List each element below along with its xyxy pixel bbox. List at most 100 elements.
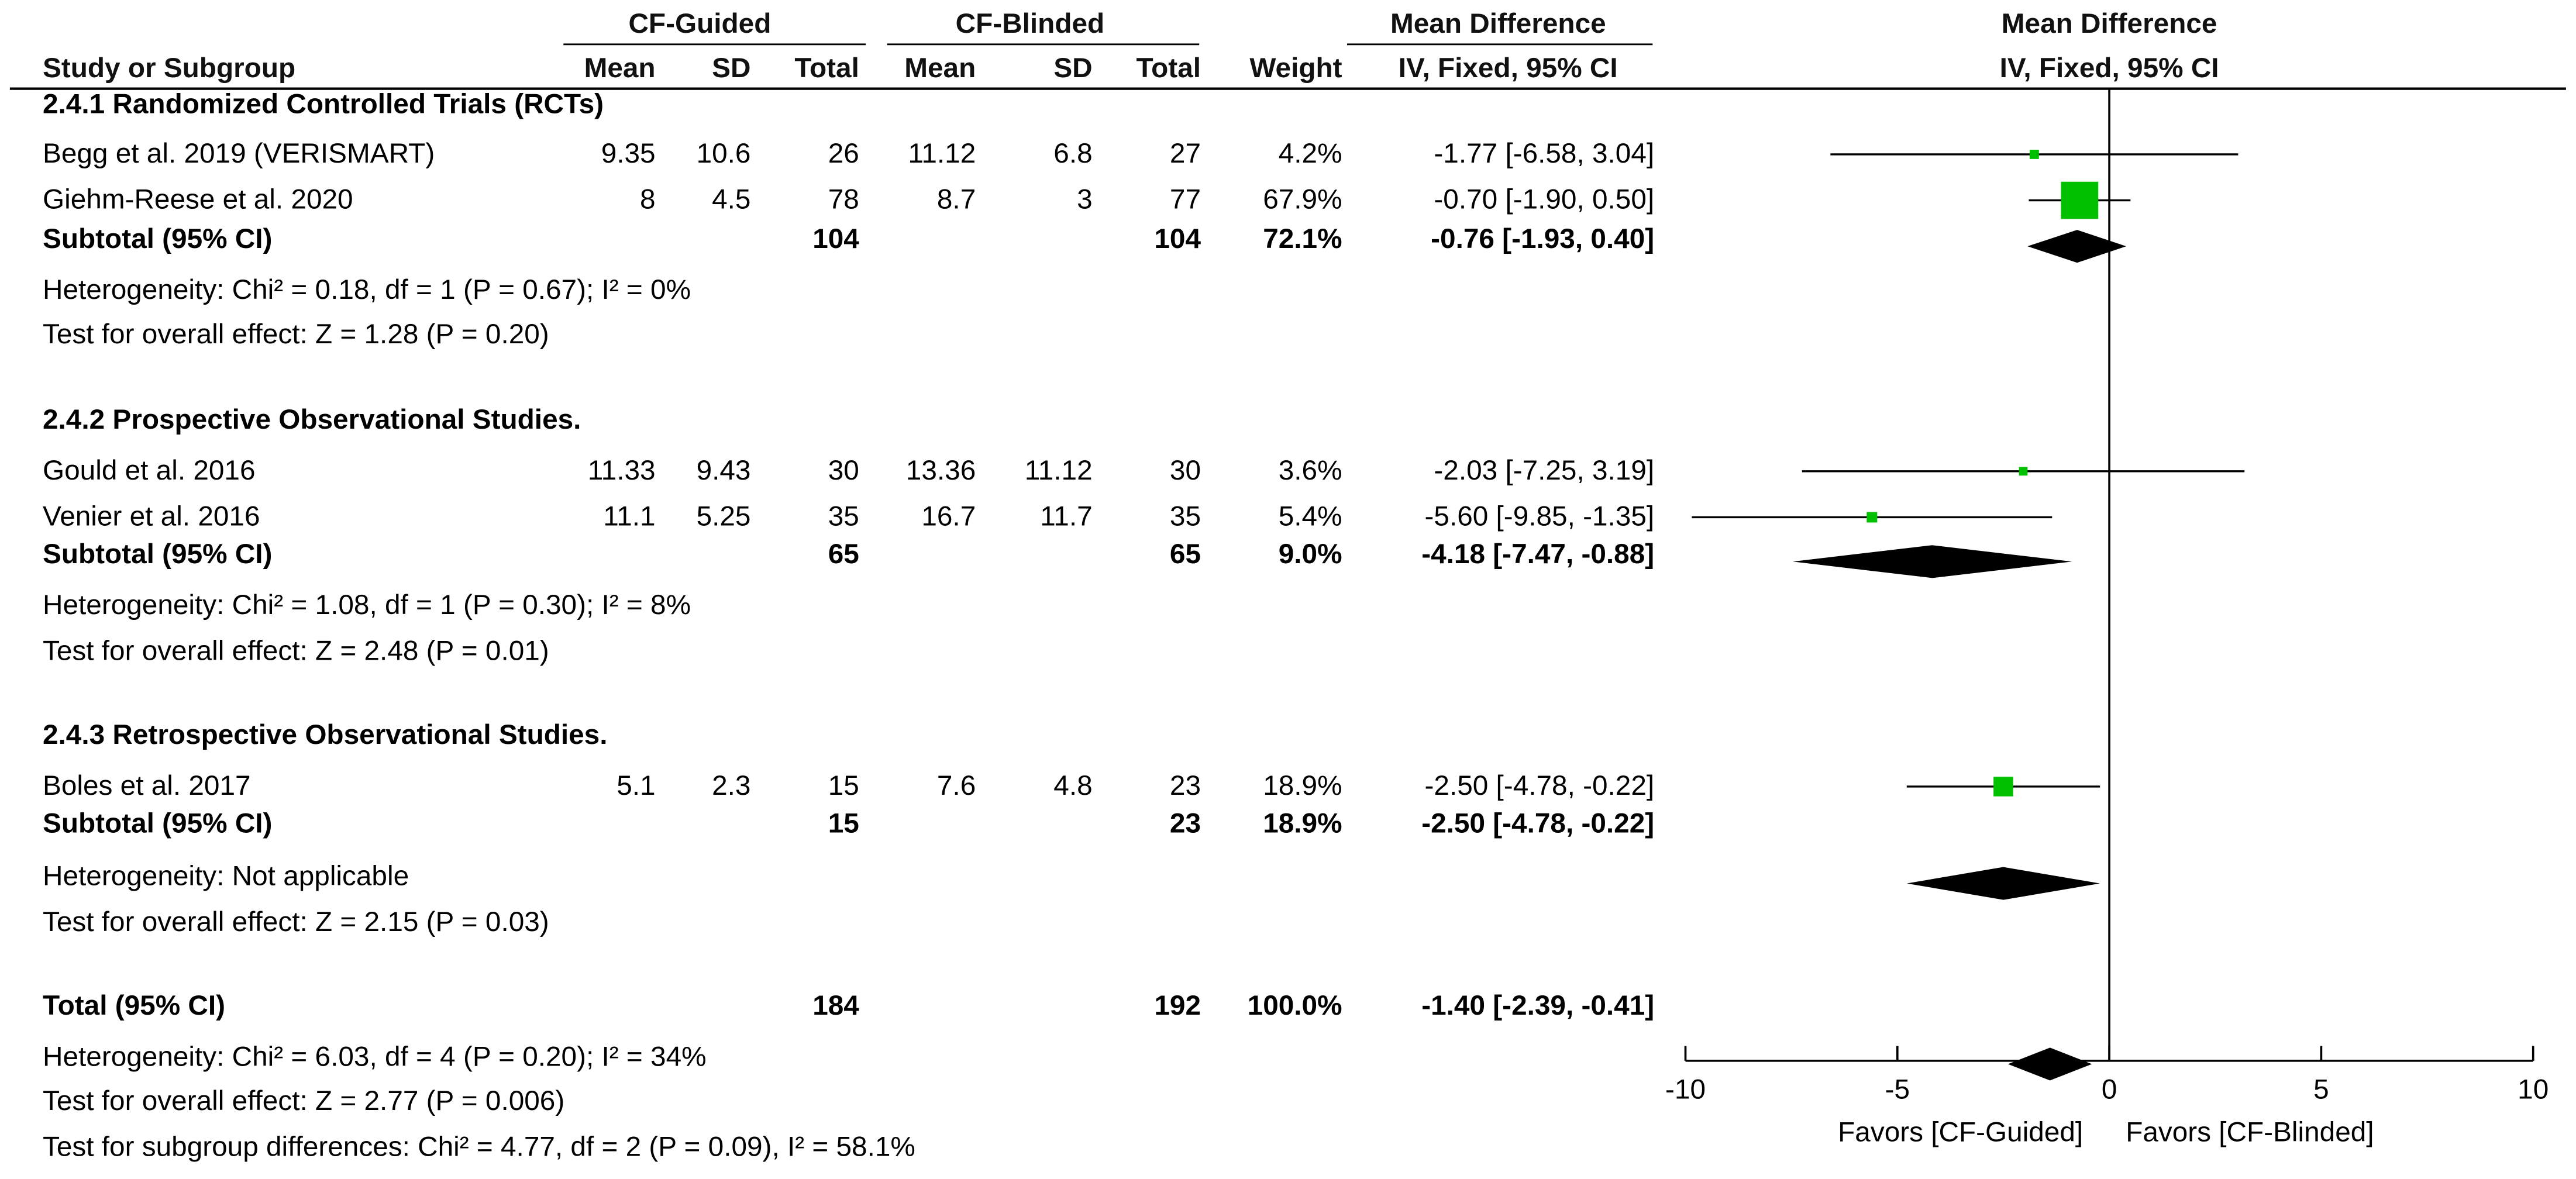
study-point (1866, 512, 1878, 523)
cell-sd-2: 3 (1077, 184, 1093, 215)
data-table: 2.4.1 Randomized Controlled Trials (RCTs… (43, 89, 1654, 1163)
cell-weight: 9.0% (1279, 539, 1342, 570)
cell-sd-2: 6.8 (1053, 138, 1092, 169)
cell-total-2: 77 (1170, 184, 1201, 215)
cell-total-1: 104 (812, 223, 859, 254)
g2-mean-header: Mean (904, 53, 976, 84)
cell-total-2: 30 (1170, 455, 1201, 486)
row-label: Test for subgroup differences: Chi² = 4.… (43, 1132, 915, 1163)
cell-weight: 18.9% (1263, 770, 1342, 801)
cell-md-ci: -4.18 [-7.47, -0.88] (1421, 539, 1654, 570)
g2-total-header: Total (1137, 53, 1201, 84)
g2-sd-header: SD (1053, 53, 1092, 84)
row-label: 2.4.2 Prospective Observational Studies. (43, 404, 581, 435)
x-tick-label: 10 (2518, 1074, 2549, 1105)
cell-total-2: 65 (1170, 539, 1201, 570)
row-label: Heterogeneity: Not applicable (43, 860, 409, 891)
row-label: Subtotal (95% CI) (43, 808, 272, 839)
row-label: Boles et al. 2017 (43, 770, 251, 801)
cell-weight: 100.0% (1248, 990, 1342, 1021)
cell-weight: 72.1% (1263, 223, 1342, 254)
cell-md-ci: -2.50 [-4.78, -0.22] (1421, 808, 1654, 839)
cell-sd-1: 10.6 (697, 138, 751, 169)
study-column-header: Study or Subgroup (43, 53, 295, 84)
summary-diamond (1792, 545, 2072, 578)
cell-total-2: 27 (1170, 138, 1201, 169)
cell-total-1: 65 (828, 539, 859, 570)
cell-total-2: 23 (1170, 808, 1201, 839)
cell-total-2: 104 (1154, 223, 1201, 254)
row-label: Begg et al. 2019 (VERISMART) (43, 138, 435, 169)
summary-diamond (1906, 867, 2100, 900)
cell-mean-1: 5.1 (617, 770, 655, 801)
cell-mean-1: 11.1 (603, 501, 655, 532)
cell-total-1: 15 (828, 770, 859, 801)
row-label: Test for overall effect: Z = 2.77 (P = 0… (43, 1085, 564, 1116)
cell-mean-1: 9.35 (601, 138, 656, 169)
cell-sd-2: 4.8 (1053, 770, 1092, 801)
row-label: Giehm-Reese et al. 2020 (43, 184, 353, 215)
favors-left-label: Favors [CF-Guided] (1838, 1116, 2083, 1147)
cell-sd-2: 11.7 (1040, 501, 1092, 532)
row-label: Heterogeneity: Chi² = 1.08, df = 1 (P = … (43, 590, 691, 620)
study-point (2061, 181, 2099, 219)
study-point (1993, 777, 2013, 797)
summary-diamond (2027, 230, 2127, 263)
row-label: Total (95% CI) (43, 990, 225, 1021)
cell-weight: 18.9% (1263, 808, 1342, 839)
group2-header: CF-Blinded (956, 8, 1105, 39)
cell-md-ci: -0.76 [-1.93, 0.40] (1431, 223, 1654, 254)
cell-total-1: 184 (812, 990, 859, 1021)
cell-sd-2: 11.12 (1025, 455, 1093, 486)
study-point (2029, 150, 2039, 159)
row-label: Gould et al. 2016 (43, 455, 256, 486)
cell-mean-1: 11.33 (588, 455, 656, 486)
cell-weight: 67.9% (1263, 184, 1342, 215)
cell-total-1: 35 (828, 501, 859, 532)
summary-diamond (2007, 1047, 2092, 1081)
cell-sd-1: 2.3 (712, 770, 750, 801)
group1-header: CF-Guided (628, 8, 771, 39)
cell-mean-2: 8.7 (937, 184, 976, 215)
md-method-header: IV, Fixed, 95% CI (1399, 53, 1618, 84)
cell-md-ci: -1.40 [-2.39, -0.41] (1421, 990, 1654, 1021)
cell-md-ci: -2.03 [-7.25, 3.19] (1434, 455, 1654, 486)
cell-total-1: 78 (828, 184, 859, 215)
cell-sd-1: 5.25 (697, 501, 751, 532)
x-tick-label: 5 (2313, 1074, 2329, 1105)
row-label: Test for overall effect: Z = 2.15 (P = 0… (43, 906, 549, 937)
cell-md-ci: -5.60 [-9.85, -1.35] (1425, 501, 1655, 532)
cell-sd-1: 4.5 (712, 184, 750, 215)
row-label: Subtotal (95% CI) (43, 539, 272, 570)
g1-mean-header: Mean (584, 53, 656, 84)
x-tick-label: 0 (2102, 1074, 2117, 1105)
cell-sd-1: 9.43 (697, 455, 751, 486)
cell-weight: 4.2% (1279, 138, 1342, 169)
plot-header-title: Mean Difference (2002, 8, 2217, 39)
cell-weight: 5.4% (1279, 501, 1342, 532)
study-point (2019, 467, 2028, 476)
row-label: Test for overall effect: Z = 2.48 (P = 0… (43, 636, 549, 667)
g1-sd-header: SD (712, 53, 750, 84)
x-tick-label: -5 (1885, 1074, 1910, 1105)
cell-md-ci: -2.50 [-4.78, -0.22] (1425, 770, 1655, 801)
cell-mean-2: 7.6 (937, 770, 976, 801)
favors-right-label: Favors [CF-Blinded] (2126, 1116, 2374, 1147)
cell-total-2: 192 (1154, 990, 1201, 1021)
row-label: Venier et al. 2016 (43, 501, 260, 532)
row-label: Subtotal (95% CI) (43, 223, 272, 254)
cell-total-2: 35 (1170, 501, 1201, 532)
cell-mean-2: 16.7 (921, 501, 976, 532)
row-label: 2.4.1 Randomized Controlled Trials (RCTs… (43, 89, 604, 120)
weight-header: Weight (1249, 53, 1342, 84)
cell-md-ci: -0.70 [-1.90, 0.50] (1434, 184, 1654, 215)
g1-total-header: Total (794, 53, 859, 84)
plot-area: -10 -5 0 5 10 Favors [CF-Guided] Favors [CF-Bl… (1665, 88, 2549, 1147)
x-tick-label: -10 (1665, 1074, 1706, 1105)
row-label: Test for overall effect: Z = 1.28 (P = 0… (43, 319, 549, 350)
cell-total-1: 15 (828, 808, 859, 839)
row-label: Heterogeneity: Chi² = 6.03, df = 4 (P = … (43, 1041, 707, 1072)
cell-total-1: 26 (828, 138, 859, 169)
